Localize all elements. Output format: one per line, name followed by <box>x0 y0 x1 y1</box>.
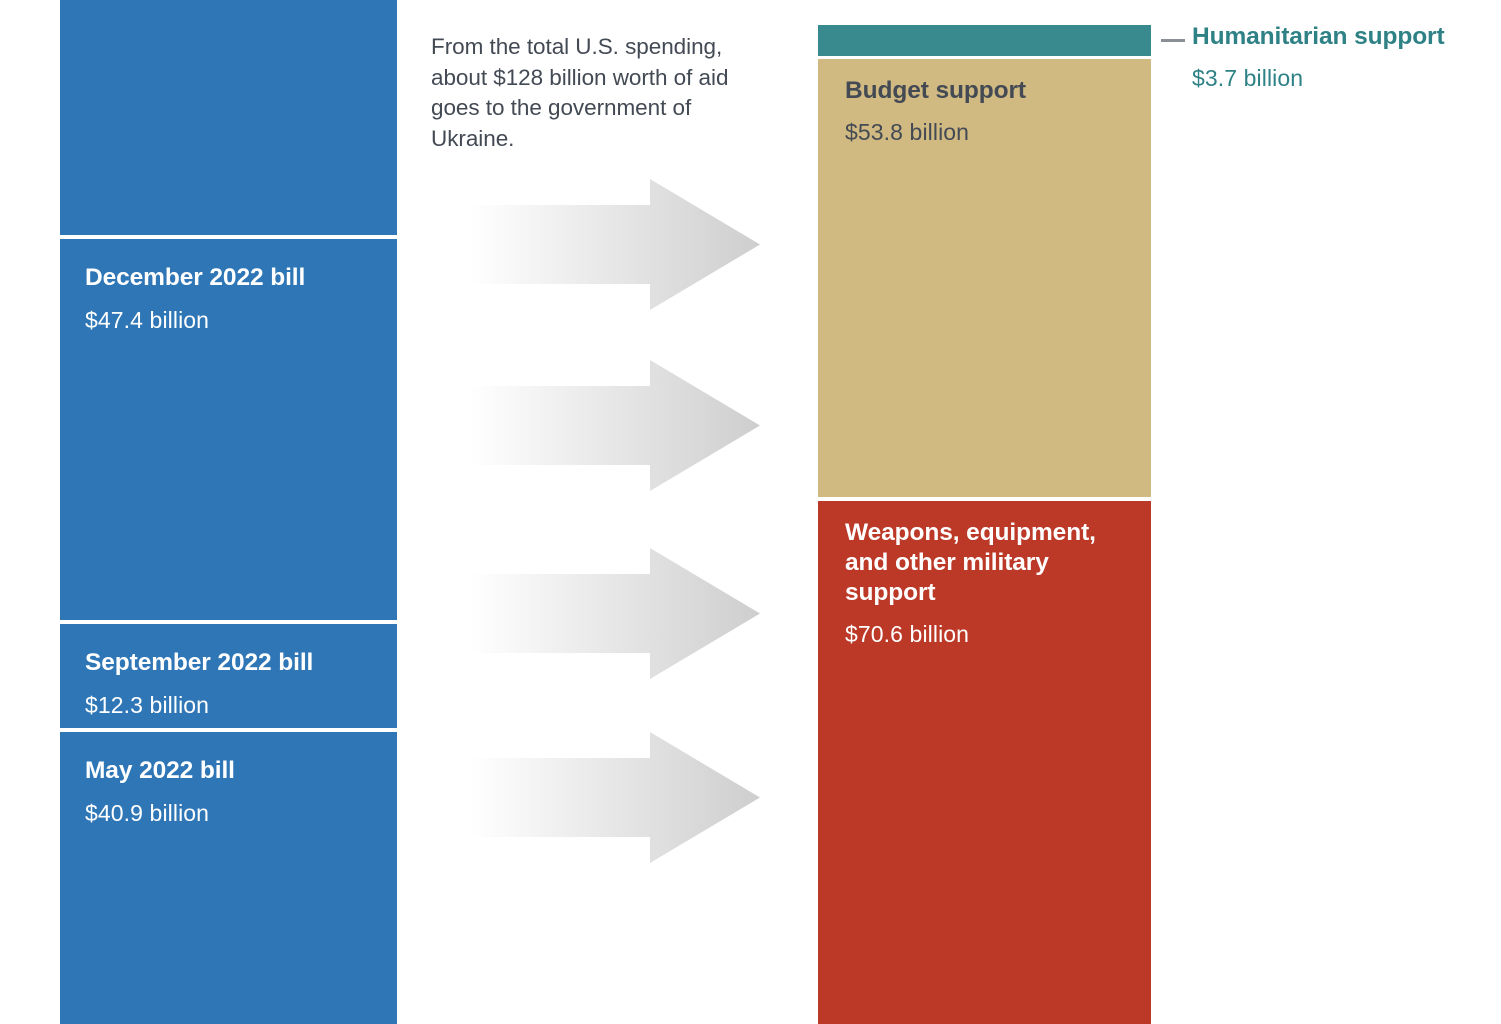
bill-value: $12.3 billion <box>85 691 210 718</box>
right-arrow-icon <box>470 179 760 310</box>
leader-line-icon <box>1161 39 1185 42</box>
bill-label-september-2022: September 2022 bill $12.3 billion <box>85 649 387 718</box>
flow-arrows-group <box>470 0 770 1024</box>
humanitarian-support-label: Humanitarian support $3.7 billion <box>1192 22 1492 91</box>
bill-block-september-2022[interactable]: September 2022 bill $12.3 billion <box>60 624 397 728</box>
category-name: Weapons, equipment, and other military s… <box>845 519 1096 606</box>
bill-value: $47.4 billion <box>85 306 210 333</box>
category-block-budget-support[interactable]: Budget support $53.8 billion <box>818 59 1151 497</box>
right-arrow-icon <box>470 548 760 679</box>
bill-label-december-2022: December 2022 bill $47.4 billion <box>85 264 387 333</box>
bill-name: September 2022 bill <box>85 649 314 676</box>
category-block-humanitarian-support[interactable] <box>818 25 1151 56</box>
right-arrow-icon <box>470 732 760 863</box>
bill-name: December 2022 bill <box>85 264 306 291</box>
aid-categories-column: Budget support $53.8 billion Weapons, eq… <box>818 0 1151 1024</box>
bill-block-december-2022[interactable]: December 2022 bill $47.4 billion <box>60 239 397 620</box>
category-label-budget-support: Budget support $53.8 billion <box>845 76 1133 145</box>
bill-label-may-2022: May 2022 bill $40.9 billion <box>85 757 387 826</box>
bill-value: $40.9 billion <box>85 799 210 826</box>
right-arrow-icon <box>470 360 760 491</box>
bill-block-may-2022[interactable]: May 2022 bill $40.9 billion <box>60 732 397 1024</box>
category-label-military-support: Weapons, equipment, and other military s… <box>845 518 1133 647</box>
category-block-military-support[interactable]: Weapons, equipment, and other military s… <box>818 501 1151 1024</box>
category-value: $53.8 billion <box>845 118 970 145</box>
bill-name: May 2022 bill <box>85 757 235 784</box>
caption-text: From the total U.S. spending, about $128… <box>431 34 729 151</box>
bill-block-top-segment <box>60 0 397 235</box>
category-name: Budget support <box>845 77 1026 104</box>
category-value: $70.6 billion <box>845 620 970 647</box>
category-name: Humanitarian support <box>1192 23 1445 50</box>
aid-bills-column: December 2022 bill $47.4 billion Septemb… <box>60 0 397 1024</box>
category-value: $3.7 billion <box>1192 64 1304 91</box>
